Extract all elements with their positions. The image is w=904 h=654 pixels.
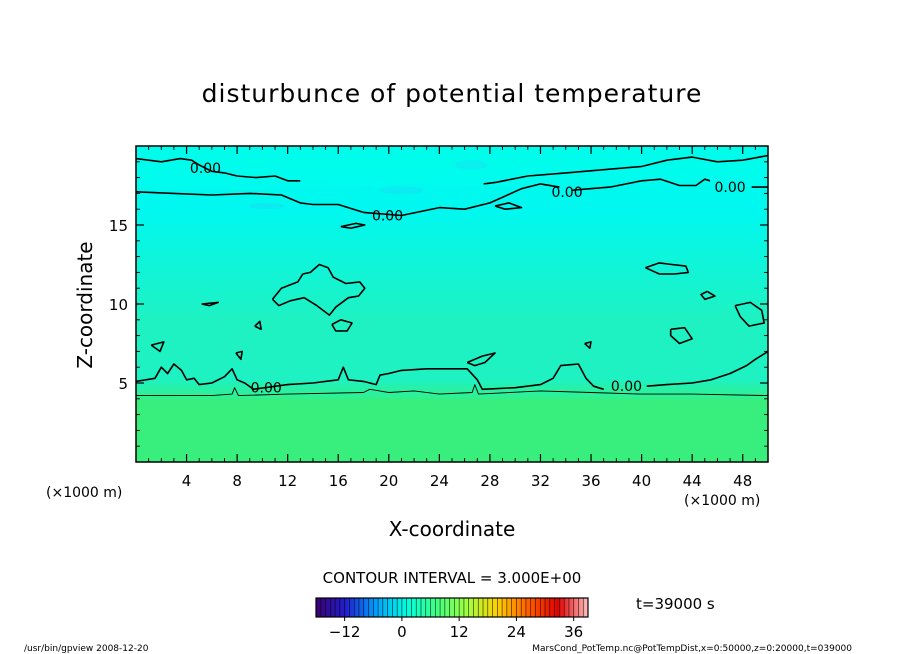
x-tick-label: 8 — [232, 472, 242, 490]
x-tick-label: 28 — [480, 472, 499, 490]
contour-label: 0.00 — [714, 180, 745, 196]
x-tick-label: 24 — [430, 472, 449, 490]
y-axis-label: Z-coordinate — [73, 241, 97, 368]
y-tick-label: 5 — [118, 375, 128, 393]
x-tick-label: 32 — [531, 472, 550, 490]
colorbar-frame — [315, 597, 589, 618]
contour-island-44 — [645, 262, 690, 275]
y-tick-label: 10 — [109, 296, 128, 314]
colorbar-tick-label: 12 — [450, 623, 469, 641]
colorbar-tick-label: 36 — [564, 623, 583, 641]
x-tick-label: 12 — [278, 472, 297, 490]
contour-island-42 — [669, 326, 693, 345]
footer-left: /usr/bin/gpview 2008-12-20 — [24, 644, 149, 654]
contour-upper-mid-b — [572, 178, 711, 191]
x-axis-unit-right: (×1000 m) — [684, 493, 760, 509]
x-axis: 4 8 12 16 20 24 28 32 36 40 44 48 — [148, 146, 756, 490]
contour-label: 0.00 — [611, 379, 642, 395]
contour-island-49 — [734, 301, 765, 327]
contour-label: 0.00 — [251, 381, 282, 397]
upper-layer — [136, 146, 768, 189]
cold-blob — [248, 203, 285, 210]
contour-island-12 — [271, 263, 366, 316]
chart-title: disturbunce of potential temperature — [202, 79, 703, 108]
contour-island-29 — [494, 202, 523, 210]
x-tick-label: 40 — [632, 472, 651, 490]
contour-right-top — [483, 154, 768, 185]
colorbar — [315, 597, 589, 618]
field-features — [136, 146, 768, 399]
colorbar-tick-label: 0 — [397, 623, 407, 641]
contour-lower-right — [646, 350, 768, 387]
x-axis-unit-left: (×1000 m) — [46, 485, 122, 501]
x-tick-label: 44 — [683, 472, 702, 490]
contour-thin-surface — [136, 384, 768, 397]
contour-island-5 — [201, 301, 219, 307]
x-axis-label: X-coordinate — [389, 517, 516, 541]
contour-upper-mid — [363, 183, 560, 217]
colorbar-fill — [316, 598, 588, 617]
time-text: t=39000 s — [636, 595, 715, 613]
cold-blob — [379, 186, 424, 195]
contour-top-left-b — [136, 191, 364, 214]
colorbar-tick-label: 24 — [507, 623, 526, 641]
contour-interval-text: CONTOUR INTERVAL = 3.000E+00 — [323, 569, 582, 587]
y-axis: 5 10 15 — [109, 161, 768, 447]
contour-island-27 — [466, 352, 496, 367]
contour-lower-main — [136, 363, 604, 391]
field-background — [136, 146, 768, 462]
x-tick-label: 4 — [182, 472, 192, 490]
contour-top-left — [136, 157, 301, 182]
contour-lines — [136, 154, 768, 397]
contour-island-8 — [235, 350, 243, 361]
contour-island-46 — [700, 290, 716, 301]
x-tick-label: 16 — [329, 472, 348, 490]
contour-label: 0.00 — [372, 209, 403, 225]
contour-label: 0.00 — [551, 185, 582, 201]
contour-island-left — [150, 341, 165, 353]
x-tick-label: 48 — [733, 472, 752, 490]
contour-island-15 — [331, 319, 353, 332]
footer-right: MarsCond_PotTemp.nc@PotTempDist,x=0:5000… — [532, 644, 852, 654]
transition-band — [136, 389, 768, 399]
contour-label: 0.00 — [190, 161, 221, 177]
contour-island-35 — [584, 341, 592, 349]
x-tick-label: 20 — [379, 472, 398, 490]
colorbar-tick-label: −12 — [329, 623, 361, 641]
x-tick-label: 36 — [581, 472, 600, 490]
contour-island-9 — [254, 320, 262, 331]
colorbar-ticks: −12 0 12 24 36 — [329, 617, 583, 641]
contour-island-18 — [340, 222, 366, 229]
y-tick-label: 15 — [109, 217, 128, 235]
contour-labels: 0.00 0.00 0.00 0.00 0.00 0.00 — [190, 161, 746, 397]
cold-blob — [454, 159, 487, 170]
